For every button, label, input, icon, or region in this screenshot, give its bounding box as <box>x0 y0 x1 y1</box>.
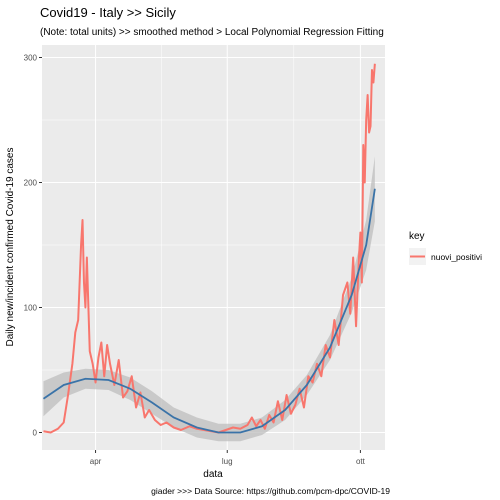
y-axis-ticks: 0 100 200 300 <box>24 54 42 438</box>
y-tick-label: 200 <box>24 179 38 188</box>
chart-subtitle: (Note: total units) >> smoothed method >… <box>40 27 384 38</box>
plot-panel <box>42 45 385 450</box>
chart-title: Covid19 - Italy >> Sicily <box>40 5 176 20</box>
legend-label: nuovi_positivi <box>431 252 482 262</box>
y-axis-label: Daily new/incident confirmed Covid-19 ca… <box>5 148 16 347</box>
smooth-line <box>42 188 376 434</box>
y-tick-label: 0 <box>33 429 38 438</box>
grid-minor <box>42 45 385 450</box>
y-tick-label: 100 <box>24 304 38 313</box>
legend: key nuovi_positivi <box>409 231 482 265</box>
x-tick-label: ott <box>356 457 366 466</box>
series-line-nuovi-positivi <box>43 63 376 434</box>
legend-title: key <box>409 231 425 242</box>
x-axis-ticks: apr lug ott <box>90 450 366 466</box>
x-axis-label: data <box>203 469 223 480</box>
y-tick-label: 300 <box>24 54 38 63</box>
x-tick-label: lug <box>222 457 233 466</box>
x-tick-label: apr <box>90 457 102 466</box>
chart-caption: giader >>> Data Source: https://github.c… <box>151 486 390 496</box>
